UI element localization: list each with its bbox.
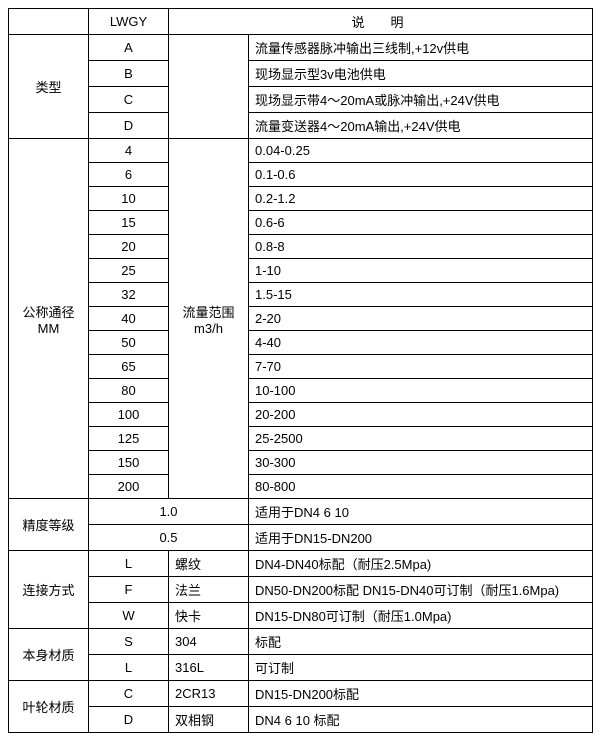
header-desc: 说明 xyxy=(169,9,593,35)
spec-table: LWGY 说明 类型 A 流量传感器脉冲输出三线制,+12v供电 B 现场显示型… xyxy=(8,8,593,733)
type-desc: 现场显示带4～20mA或脉冲输出,+24V供电 xyxy=(249,87,593,113)
accuracy-value: 0.5 xyxy=(89,525,249,551)
dn-range: 7-70 xyxy=(249,355,593,379)
accuracy-desc: 适用于DN15-DN200 xyxy=(249,525,593,551)
dn-range: 1.5-15 xyxy=(249,283,593,307)
type-desc: 现场显示型3v电池供电 xyxy=(249,61,593,87)
dn-value: 80 xyxy=(89,379,169,403)
impeller-desc: DN15-DN200标配 xyxy=(249,681,593,707)
dn-value: 32 xyxy=(89,283,169,307)
dn-label-2: MM xyxy=(38,321,60,336)
type-desc: 流量变送器4～20mA输出,+24V供电 xyxy=(249,113,593,139)
dn-value: 150 xyxy=(89,451,169,475)
dn-range: 0.04-0.25 xyxy=(249,139,593,163)
accuracy-label: 精度等级 xyxy=(9,499,89,551)
dn-range: 10-100 xyxy=(249,379,593,403)
accuracy-value: 1.0 xyxy=(89,499,249,525)
dn-mid-1: 流量范围 xyxy=(182,305,234,320)
dn-value: 6 xyxy=(89,163,169,187)
dn-value: 4 xyxy=(89,139,169,163)
impeller-code: C xyxy=(89,681,169,707)
body-code: S xyxy=(89,629,169,655)
dn-value: 125 xyxy=(89,427,169,451)
dn-range: 0.6-6 xyxy=(249,211,593,235)
impeller-desc: DN4 6 10 标配 xyxy=(249,707,593,733)
type-code: D xyxy=(89,113,169,139)
dn-range: 2-20 xyxy=(249,307,593,331)
conn-kind: 快卡 xyxy=(169,603,249,629)
type-label: 类型 xyxy=(9,35,89,139)
dn-mid-2: m3/h xyxy=(194,321,223,336)
body-code: L xyxy=(89,655,169,681)
dn-range: 80-800 xyxy=(249,475,593,499)
type-code: A xyxy=(89,35,169,61)
type-mid-blank xyxy=(169,35,249,139)
dn-value: 25 xyxy=(89,259,169,283)
conn-code: W xyxy=(89,603,169,629)
dn-range: 0.2-1.2 xyxy=(249,187,593,211)
conn-desc: DN4-DN40标配（耐压2.5Mpa) xyxy=(249,551,593,577)
header-lwgy: LWGY xyxy=(89,9,169,35)
body-label: 本身材质 xyxy=(9,629,89,681)
conn-code: F xyxy=(89,577,169,603)
conn-desc: DN15-DN80可订制（耐压1.0Mpa) xyxy=(249,603,593,629)
impeller-code: D xyxy=(89,707,169,733)
conn-label: 连接方式 xyxy=(9,551,89,629)
dn-range: 20-200 xyxy=(249,403,593,427)
dn-range: 4-40 xyxy=(249,331,593,355)
dn-mid-label: 流量范围 m3/h xyxy=(169,139,249,499)
dn-value: 100 xyxy=(89,403,169,427)
dn-value: 40 xyxy=(89,307,169,331)
dn-value: 200 xyxy=(89,475,169,499)
dn-value: 50 xyxy=(89,331,169,355)
impeller-label: 叶轮材质 xyxy=(9,681,89,733)
impeller-kind: 双相钢 xyxy=(169,707,249,733)
body-desc: 可订制 xyxy=(249,655,593,681)
dn-value: 15 xyxy=(89,211,169,235)
dn-value: 20 xyxy=(89,235,169,259)
dn-range: 0.8-8 xyxy=(249,235,593,259)
body-kind: 304 xyxy=(169,629,249,655)
type-code: C xyxy=(89,87,169,113)
dn-value: 10 xyxy=(89,187,169,211)
type-code: B xyxy=(89,61,169,87)
type-desc: 流量传感器脉冲输出三线制,+12v供电 xyxy=(249,35,593,61)
dn-range: 25-2500 xyxy=(249,427,593,451)
impeller-kind: 2CR13 xyxy=(169,681,249,707)
conn-code: L xyxy=(89,551,169,577)
dn-label-1: 公称通径 xyxy=(22,305,74,320)
body-kind: 316L xyxy=(169,655,249,681)
body-desc: 标配 xyxy=(249,629,593,655)
conn-kind: 螺纹 xyxy=(169,551,249,577)
dn-label: 公称通径 MM xyxy=(9,139,89,499)
dn-range: 30-300 xyxy=(249,451,593,475)
dn-range: 0.1-0.6 xyxy=(249,163,593,187)
dn-value: 65 xyxy=(89,355,169,379)
dn-range: 1-10 xyxy=(249,259,593,283)
blank-cell xyxy=(9,9,89,35)
conn-desc: DN50-DN200标配 DN15-DN40可订制（耐压1.6Mpa) xyxy=(249,577,593,603)
accuracy-desc: 适用于DN4 6 10 xyxy=(249,499,593,525)
conn-kind: 法兰 xyxy=(169,577,249,603)
